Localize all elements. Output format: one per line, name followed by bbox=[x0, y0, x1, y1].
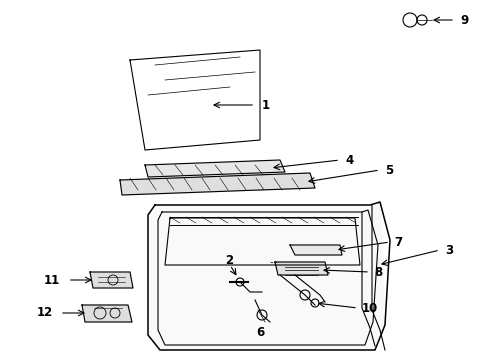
Polygon shape bbox=[148, 202, 385, 350]
Polygon shape bbox=[275, 262, 328, 275]
Text: 5: 5 bbox=[385, 163, 393, 176]
Text: 10: 10 bbox=[362, 302, 378, 315]
Polygon shape bbox=[120, 173, 315, 195]
Text: 4: 4 bbox=[345, 153, 353, 166]
Text: 9: 9 bbox=[460, 14, 468, 27]
Polygon shape bbox=[290, 245, 342, 255]
Text: 8: 8 bbox=[374, 266, 382, 279]
Polygon shape bbox=[145, 160, 285, 177]
Text: 1: 1 bbox=[262, 99, 270, 112]
Text: 12: 12 bbox=[37, 306, 53, 320]
Text: 3: 3 bbox=[445, 243, 453, 256]
Polygon shape bbox=[90, 272, 133, 288]
Text: 6: 6 bbox=[256, 325, 264, 338]
Text: 11: 11 bbox=[44, 274, 60, 287]
Text: 2: 2 bbox=[225, 253, 233, 266]
Polygon shape bbox=[82, 305, 132, 322]
Text: 7: 7 bbox=[394, 235, 402, 248]
